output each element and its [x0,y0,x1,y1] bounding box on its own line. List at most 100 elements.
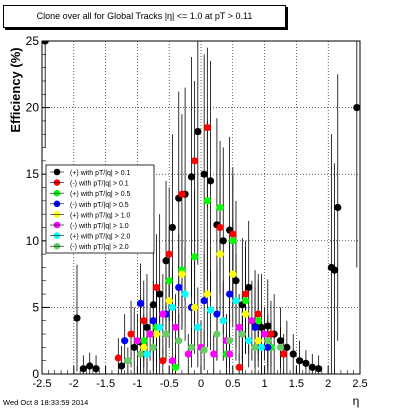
data-point [140,337,148,345]
data-point [232,297,240,305]
data-point [159,310,167,318]
x-tick-label: 1 [262,378,268,390]
data-point [73,314,81,322]
axes: -2.5 -2 -1.5 -1 -0.5 0 0.5 1 1.5 2 2.5 0 5 10 15 20 25 [26,34,368,390]
data-point [264,322,272,330]
data-point [251,323,259,331]
data-point [165,250,173,258]
data-point [251,343,259,351]
data-point [238,330,246,338]
data-point [229,237,237,245]
y-tick-label: 10 [26,234,40,248]
x-tick-label: -0.5 [160,378,179,390]
x-tick-label: -2.5 [33,378,52,390]
legend-entry: (-) with pT/|q| > 1.0 [70,223,129,230]
y-axis-label: Efficiency (%) [8,47,23,132]
data-point [124,357,132,365]
data-marks [42,41,360,374]
x-axis-label: η [353,394,360,408]
data-point [315,365,323,373]
x-tick-label: -1 [133,378,143,390]
data-point [210,350,218,358]
data-point [171,363,180,371]
data-point [302,359,310,367]
data-point [245,337,253,345]
data-point [308,363,316,371]
data-point [203,290,211,298]
data-point [152,330,161,338]
legend-entry: (-) with pT/|q| > 2.0 [70,244,129,251]
data-point [219,237,227,245]
data-point [229,230,237,238]
data-point [162,257,170,265]
data-point [140,343,148,351]
data-point [203,123,211,132]
x-tick-label: -1.5 [96,378,115,390]
data-point [184,350,192,358]
data-point [235,323,243,331]
data-point [226,350,234,358]
legend-entry: (+) with pT/|q| > 2.0 [70,234,131,241]
data-point [330,266,339,274]
x-tick-label: 1.5 [289,378,304,390]
x-tick-label: -2 [69,378,79,390]
legend-entry: (+) with pT/|q| > 0.1 [70,170,131,177]
data-point [254,337,262,345]
data-point [226,337,234,345]
data-point [248,317,256,325]
data-point [143,323,151,331]
data-point [213,310,221,318]
data-point [178,270,186,278]
data-point [254,310,262,318]
data-point [353,104,360,112]
x-tick-label: 2 [325,378,331,390]
data-point [295,357,304,365]
data-point [267,330,275,338]
legend-entry: (+) with pT/|q| > 1.0 [70,212,131,219]
data-point [165,277,173,285]
data-point [136,299,145,308]
data-point [146,330,154,338]
data-point [206,177,215,185]
data-point [187,173,196,181]
data-point [136,350,145,358]
chart-title: Clone over all for Global Tracks |η| <= … [3,5,286,28]
data-point [175,283,183,292]
data-point [86,362,94,370]
data-point [216,223,224,232]
data-point [232,277,240,285]
data-point [191,303,199,311]
data-point [187,343,196,351]
data-point [264,337,272,345]
data-point [241,310,250,318]
y-tick-label: 25 [26,34,40,48]
data-point [42,41,49,45]
data-point [216,203,224,212]
data-point [175,337,183,345]
data-point [226,290,234,298]
y-tick-label: 15 [26,167,40,181]
data-point [178,190,186,198]
data-point [181,290,189,298]
data-point [114,354,122,362]
legend: (+) with pT/|q| > 0.1 (-) with pT/|q| > 0… [45,164,155,254]
data-point [159,357,167,365]
data-point [235,363,243,371]
data-point [117,362,126,370]
data-point [334,203,342,212]
data-point [79,365,87,373]
data-point [229,270,237,278]
data-point [257,343,266,351]
data-point [143,350,151,358]
timestamp: Wed Oct 8 18:33:59 2014 [3,398,89,407]
data-point [149,343,157,351]
data-point [194,323,202,331]
data-point [241,297,250,305]
legend-entry: (+) with pT/|q| > 0.5 [70,191,131,198]
data-point [257,323,266,331]
data-point [121,337,129,345]
data-point [140,317,148,325]
data-point [283,343,291,351]
data-point [264,343,272,351]
